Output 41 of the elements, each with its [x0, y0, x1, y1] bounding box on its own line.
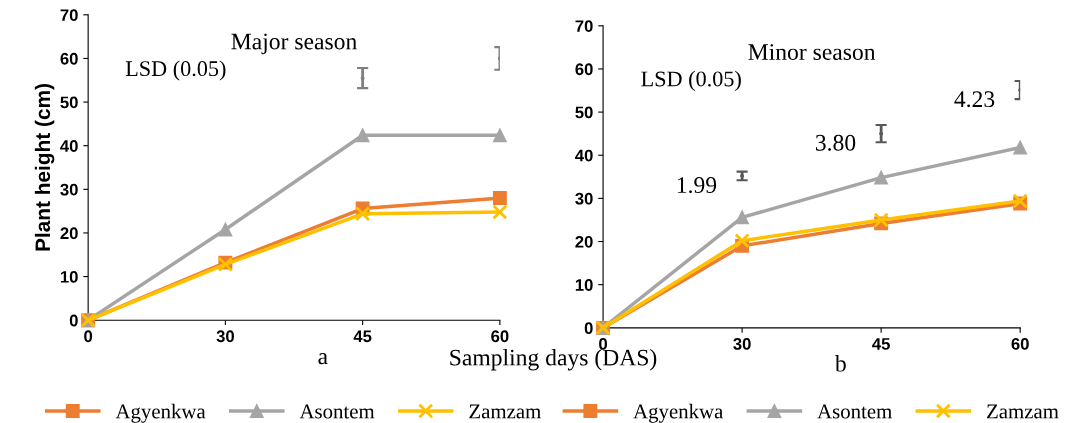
- x-tick-label: 60: [1011, 337, 1029, 350]
- text: Major season: [231, 33, 357, 55]
- y-tick-label: 60: [60, 52, 78, 65]
- x-tick-label: 30: [733, 337, 751, 350]
- y-tick-label: 70: [60, 9, 78, 22]
- text: Minor season: [748, 44, 876, 60]
- y-tick-label: 40: [60, 140, 78, 152]
- legend-label: Agyenkwa: [633, 403, 724, 423]
- y-tick-label: 10: [60, 270, 78, 283]
- x-tick-label: 0: [599, 337, 608, 350]
- legend-label: Asontem: [299, 404, 375, 419]
- x-tick-label: 45: [353, 330, 372, 343]
- annotation: 1.99: [677, 177, 717, 194]
- y-axis-title: Plant height (cm): [34, 84, 55, 251]
- y-tick-label: 0: [69, 314, 78, 327]
- annotation: LSD (0.05): [125, 60, 226, 81]
- legend-label: Zamzam: [469, 404, 541, 419]
- y-tick-label: 60: [575, 63, 593, 76]
- annotation: 3.80: [815, 134, 856, 151]
- y-tick-label: 0: [584, 322, 593, 335]
- y-tick-label: 50: [575, 106, 593, 119]
- x-tick-label: 45: [872, 338, 890, 350]
- x-axis-title: Sampling days (DAS): [450, 348, 657, 371]
- x-tick-label: 30: [216, 330, 234, 343]
- text: b: [834, 355, 846, 372]
- legend-label: Asontem: [817, 404, 892, 419]
- y-tick-label: 20: [60, 227, 78, 240]
- y-tick-label: 40: [575, 149, 593, 162]
- annotation: LSD (0.05): [641, 70, 741, 91]
- annotation: 4.23: [954, 91, 995, 108]
- y-tick-label: 30: [575, 192, 593, 205]
- x-tick-label: 60: [491, 330, 509, 343]
- text: a: [318, 353, 328, 365]
- legend-label: Agyenkwa: [115, 403, 206, 423]
- legend-label: Zamzam: [987, 404, 1059, 419]
- y-tick-label: 30: [60, 183, 78, 196]
- y-tick-label: 10: [575, 279, 593, 291]
- x-tick-label: 0: [84, 330, 93, 343]
- y-tick-label: 70: [575, 20, 593, 33]
- y-tick-label: 20: [575, 235, 593, 248]
- y-tick-label: 50: [60, 96, 78, 109]
